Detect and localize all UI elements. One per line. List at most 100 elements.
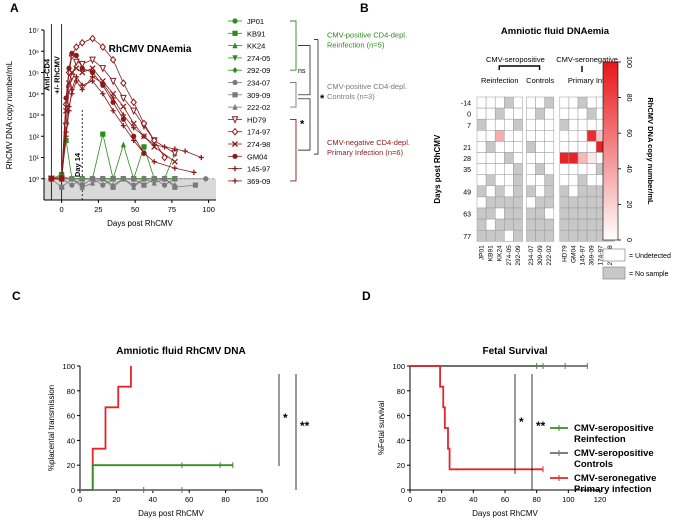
sig-star: *: [519, 415, 524, 429]
heatmap-cell: [513, 207, 523, 220]
heatmap-cell: [535, 196, 545, 209]
bracket-controls: [290, 82, 297, 108]
heatmap-cell: [577, 163, 588, 175]
data-point: [182, 148, 188, 154]
heatmap-cell: [559, 185, 570, 198]
data-point: [62, 107, 70, 114]
heatmap-cell: [586, 141, 597, 153]
sig-star-overall: *: [320, 93, 325, 105]
data-point: [69, 182, 75, 188]
heatmap-cell: [485, 141, 496, 153]
heatmap-cell: [526, 174, 536, 187]
data-point: [89, 56, 96, 65]
sig-star: *: [283, 411, 288, 425]
data-point: [110, 99, 116, 105]
heatmap-cell: [577, 229, 588, 242]
heatmap-cell: [544, 141, 555, 153]
y-tick-label: 0: [401, 486, 405, 495]
sig-bracket-overall: [314, 39, 319, 155]
heatmap-cell: [568, 141, 579, 153]
y-tick-label: 80: [397, 387, 405, 396]
data-point: [79, 69, 86, 76]
heatmap-cell: [544, 196, 555, 209]
heatmap-cell: [513, 185, 523, 198]
heatmap-cell: [485, 174, 496, 187]
data-point: [79, 86, 85, 93]
heatmap-cell: [504, 174, 514, 187]
heatmap-cell: [544, 174, 555, 187]
subgroup-primary: Primary Inf.: [568, 76, 606, 85]
y-tick-label: 10⁴: [28, 92, 39, 99]
y-axis-label: %placental transmission: [47, 385, 56, 471]
data-point: [73, 78, 79, 84]
heatmap-cell: [526, 185, 536, 198]
y-tick-label: 0: [71, 486, 75, 495]
heatmap-cell: [577, 107, 588, 120]
heatmap-cell: [535, 118, 545, 131]
heatmap-cell: [504, 185, 514, 198]
data-point: [89, 69, 96, 76]
heatmap-cell: [476, 141, 487, 153]
series-369-09: [48, 74, 204, 182]
heatmap-cell: [485, 118, 496, 131]
data-point: [161, 175, 168, 182]
heatmap-cell: [494, 218, 505, 231]
heatmap-cell: [559, 152, 570, 164]
heatmap-cell: [535, 185, 545, 198]
legend-undetected-box: [602, 248, 626, 262]
y-tick-label: 10⁰: [28, 176, 39, 184]
legend-label-309-09: 309-09: [247, 91, 270, 100]
heatmap-cell: [485, 196, 496, 209]
heatmap-cell: [476, 107, 487, 120]
panel-label-b: B: [360, 1, 369, 15]
data-point: [120, 103, 127, 110]
legend-marker: [232, 30, 238, 36]
x-axis-label: Days post RhCMV: [138, 509, 204, 518]
heatmap-cell: [476, 207, 487, 220]
data-point: [141, 175, 147, 182]
heatmap-cell: [559, 118, 570, 131]
heatmap-cell: [504, 152, 514, 164]
data-point: [72, 58, 80, 67]
sig-bracket-star: [298, 98, 311, 151]
heatmap-cell: [559, 174, 570, 187]
heatmap-cell: [513, 107, 523, 120]
heatmap-cell: [568, 207, 579, 220]
x-tick-label: 20: [437, 495, 445, 504]
heatmap-cell: [568, 196, 579, 209]
data-point: [120, 116, 126, 122]
heatmap-cell: [559, 229, 570, 242]
data-point: [110, 108, 116, 114]
legend-marker: [232, 67, 238, 74]
heatmap-cell: [494, 185, 505, 198]
legend-label-145-97: 145-97: [247, 165, 270, 174]
heatmap-cell: [513, 152, 523, 164]
data-point: [120, 112, 126, 118]
heatmap-cell: [577, 141, 588, 153]
heatmap-cell: [544, 130, 555, 142]
data-point: [141, 182, 147, 188]
heatmap-cell: [526, 152, 536, 164]
data-point: [131, 133, 137, 139]
data-point: [69, 91, 75, 97]
row-label: 35: [463, 167, 471, 174]
group-label-sub: Reinfection (n=5): [327, 41, 385, 50]
row-label: 63: [463, 212, 471, 219]
bracket-reinfection: [290, 20, 297, 71]
heatmap-cell: [513, 96, 523, 109]
sig-star: *: [300, 118, 305, 130]
heatmap-cell: [526, 107, 536, 120]
heatmap-cell: [504, 107, 514, 120]
heatmap-cell: [485, 96, 496, 109]
heatmap-cell: [526, 207, 536, 220]
panel-label-d: D: [362, 289, 371, 303]
data-point: [89, 176, 96, 182]
data-point: [141, 150, 147, 156]
heatmap-cell: [568, 130, 579, 142]
column-label: 292-09: [515, 245, 522, 266]
heatmap-cell: [526, 218, 536, 231]
x-tick-label: 80: [532, 495, 540, 504]
panel-label-a: A: [10, 1, 19, 15]
data-point: [89, 74, 96, 80]
